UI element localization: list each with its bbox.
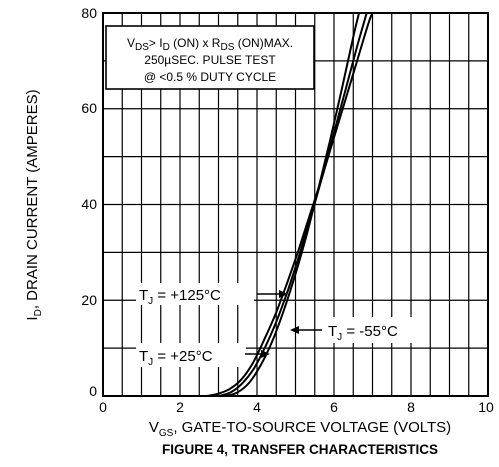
- x-tick-label: 10: [478, 399, 494, 415]
- label-background: [136, 283, 254, 305]
- y-tick-label: 20: [81, 292, 97, 308]
- x-tick-labels: 0 2 4 6 8 10: [99, 399, 494, 415]
- x-tick-label: 2: [176, 399, 184, 415]
- curve-label-25c: TJ = +25°C: [136, 343, 270, 368]
- curve-label-text: TJ = -55°C: [328, 323, 398, 343]
- arrow-head: [290, 326, 299, 334]
- arrow-head: [261, 350, 270, 358]
- y-tick-label: 0: [89, 383, 97, 399]
- curve-tj-minus55c: [225, 12, 360, 397]
- conditions-frame: [105, 25, 315, 90]
- label-background: [136, 343, 246, 367]
- conditions-line-1: VDS> ID (ON) x RDS (ON)MAX.: [127, 36, 293, 53]
- conditions-line-2: 250µSEC. PULSE TEST: [144, 53, 276, 67]
- x-tick-label: 6: [330, 399, 338, 415]
- figure-caption: FIGURE 4, TRANSFER CHARACTERISTICS: [162, 442, 438, 457]
- x-tick-label: 0: [99, 399, 107, 415]
- curve-label-text: TJ = +25°C: [139, 348, 213, 368]
- curve-tj-25c: [218, 12, 368, 397]
- label-background: [326, 317, 428, 343]
- curve-tj-125c: [206, 12, 374, 397]
- plot-frame: [102, 12, 489, 397]
- y-axis-label: ID, DRAIN CURRENT (AMPERES): [24, 89, 44, 320]
- curve-label-125c: TJ = +125°C: [136, 283, 288, 307]
- x-tick-label: 4: [253, 399, 261, 415]
- y-tick-labels: 0 20 40 60 80: [81, 5, 97, 399]
- y-tick-label: 80: [81, 5, 97, 21]
- curve-label-text: TJ = +125°C: [139, 287, 221, 307]
- x-axis-label: VGS, GATE-TO-SOURCE VOLTAGE (VOLTS): [149, 419, 451, 439]
- x-tick-label: 8: [407, 399, 415, 415]
- conditions-line-3: @ <0.5 % DUTY CYCLE: [144, 70, 276, 84]
- curves: [206, 12, 374, 397]
- y-tick-label: 60: [81, 100, 97, 116]
- arrow-head: [279, 290, 288, 298]
- curve-label-minus55c: TJ = -55°C: [290, 317, 428, 343]
- y-tick-label: 40: [81, 196, 97, 212]
- test-conditions-box: VDS> ID (ON) x RDS (ON)MAX. 250µSEC. PUL…: [105, 25, 315, 90]
